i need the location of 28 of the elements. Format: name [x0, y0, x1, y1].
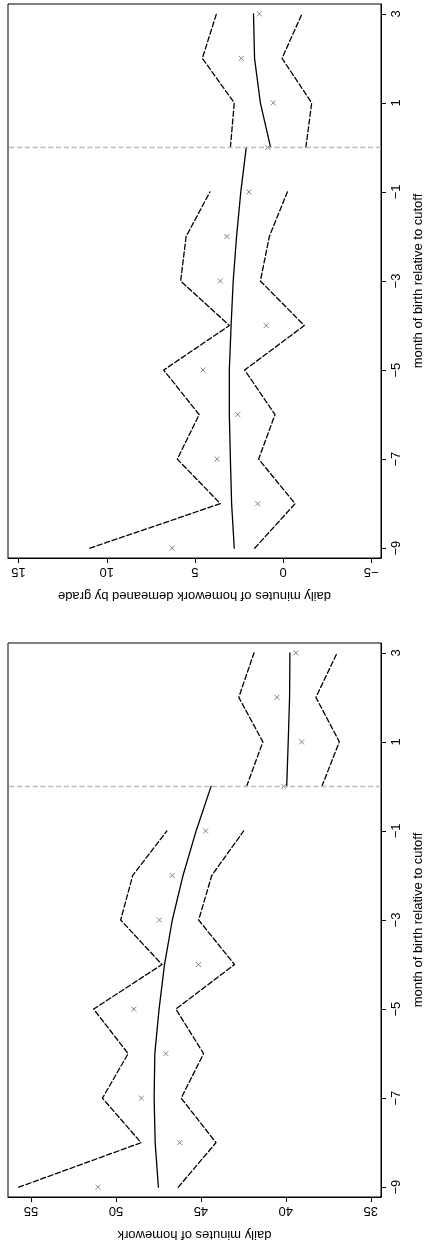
x-tick-label: 10 — [99, 565, 114, 580]
x-tick-label: 15 — [11, 565, 26, 580]
x-tick-label: 50 — [108, 1204, 124, 1219]
x-tick-label: −5 — [363, 565, 379, 580]
y-tick-label: −1 — [388, 184, 403, 200]
y-axis-title: month of birth relative to cutoff — [410, 193, 425, 369]
x-tick-label: 5 — [191, 565, 199, 580]
y-tick-label: −3 — [388, 912, 403, 928]
y-tick-label: −7 — [388, 451, 403, 467]
y-tick-label: −3 — [388, 273, 403, 289]
y-tick-label: −9 — [388, 1179, 403, 1195]
y-tick-label: 3 — [388, 649, 403, 657]
y-tick-label: −7 — [388, 1090, 403, 1106]
y-tick-label: 1 — [388, 99, 403, 107]
x-axis-title: daily minutes of homework demeaned by grade — [57, 589, 332, 604]
y-tick-label: −5 — [388, 362, 403, 378]
y-tick-label: 1 — [388, 738, 403, 746]
y-tick-label: −1 — [388, 823, 403, 839]
x-tick-label: 45 — [193, 1204, 209, 1219]
x-axis-title: daily minutes of homework — [117, 1228, 272, 1243]
y-tick-label: −5 — [388, 1001, 403, 1017]
x-tick-label: 55 — [23, 1204, 39, 1219]
y-tick-label: −9 — [388, 540, 403, 556]
x-tick-label: 40 — [278, 1204, 294, 1219]
y-tick-label: 3 — [388, 10, 403, 18]
x-tick-label: 0 — [279, 565, 287, 580]
x-tick-label: 35 — [363, 1204, 379, 1219]
y-axis-title: month of birth relative to cutoff — [410, 832, 425, 1008]
